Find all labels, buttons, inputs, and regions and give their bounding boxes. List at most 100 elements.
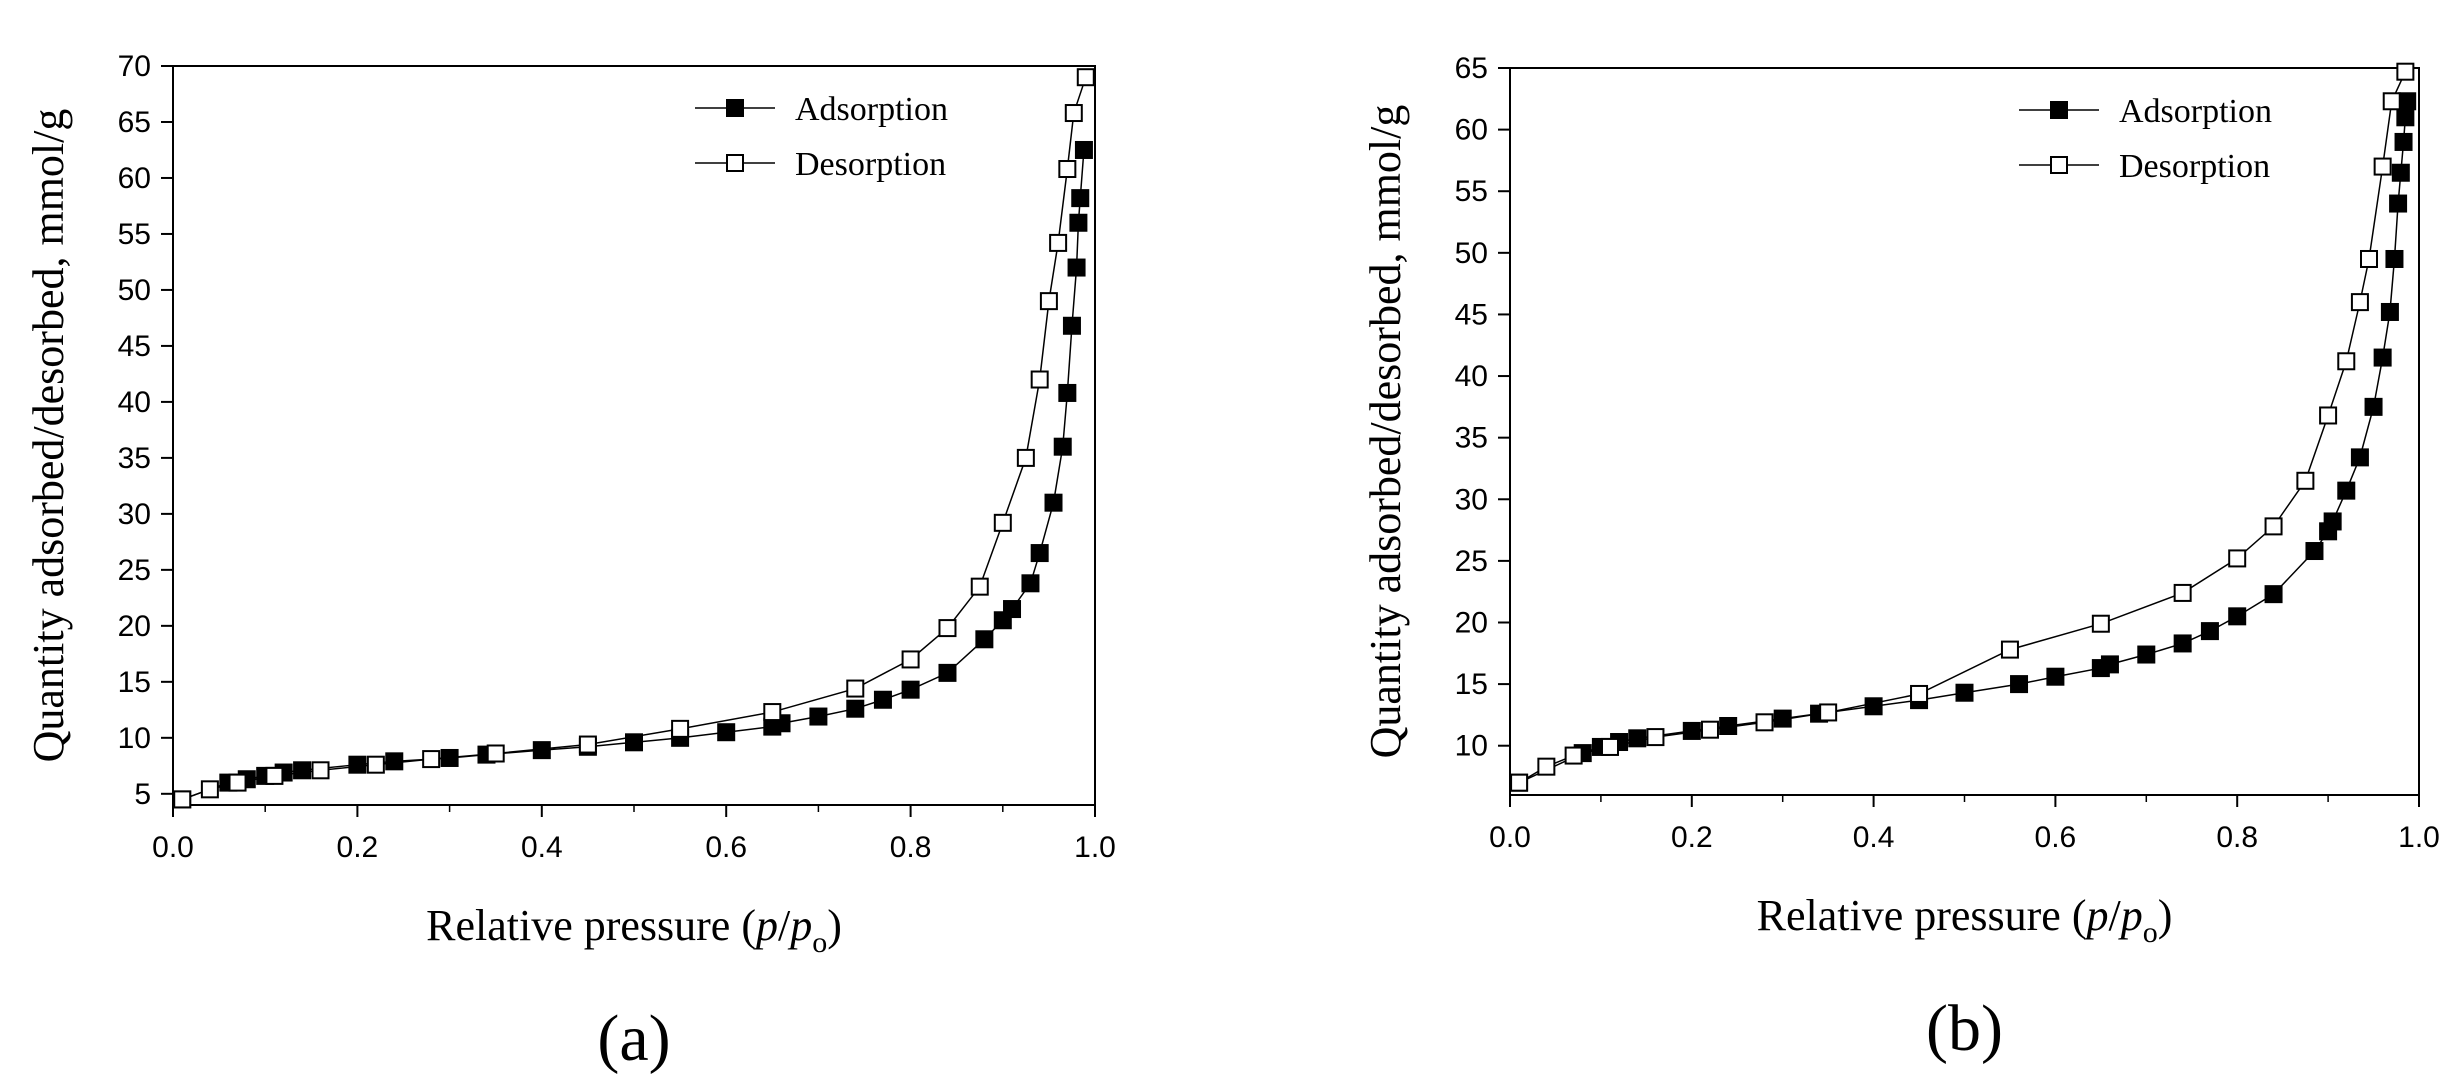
adsorption-data-point (2323, 512, 2342, 531)
adsorption-data-point (293, 761, 312, 780)
y-tick-label: 50 (1455, 237, 1488, 270)
x-tick-label: 0.6 (705, 831, 747, 864)
adsorption-data-point (2398, 92, 2417, 111)
desorption-data-point (938, 619, 957, 638)
x-tick-label: 0.6 (2035, 821, 2077, 854)
desorption-data-point (1510, 773, 1529, 792)
chart-panel-b: 0.0 0.2 0.4 0.6 0.8 1.0 10 15 20 25 30 35 40 45 50 55 60… (1230, 0, 2460, 1076)
y-tick-label: 65 (1455, 52, 1488, 85)
x-tick-label: 0.2 (337, 831, 379, 864)
desorption-data-point (486, 744, 505, 763)
panel-label: (a) (597, 1002, 670, 1075)
y-tick-label: 10 (1455, 730, 1488, 763)
y-axis-title: Quantity adsorbed/desorbed, mmol/g (24, 109, 73, 763)
desorption-series-line (1518, 71, 2407, 784)
chart-panel-a: 0.0 0.2 0.4 0.6 0.8 1.0 5 10 15 20 25 30 35 40 45 50 55 6… (24, 50, 1116, 1075)
desorption-data-point (1700, 720, 1719, 739)
adsorption-data-point (975, 630, 994, 649)
x-axis-title-part: p (753, 901, 778, 950)
x-axis-title-part: o (2143, 916, 2158, 949)
adsorption-data-point (2228, 607, 2247, 626)
adsorption-data-point (2046, 667, 2065, 686)
adsorption-data-point (1864, 697, 1883, 716)
desorption-data-point (1058, 160, 1077, 179)
x-axis-title-part: p (2083, 891, 2108, 940)
y-tick-label: 55 (118, 218, 151, 251)
desorption-data-point (422, 750, 441, 769)
desorption-data-point (2264, 517, 2283, 536)
adsorption-data-point (1628, 729, 1647, 748)
adsorption-data-point (348, 755, 367, 774)
adsorption-data-point (2396, 108, 2415, 127)
desorption-data-point (173, 790, 192, 809)
adsorption-data-point (1003, 600, 1022, 619)
desorption-data-point (671, 719, 690, 738)
desorption-data-point (265, 766, 284, 785)
desorption-data-point (2350, 293, 2369, 312)
y-tick-label: 30 (118, 498, 151, 531)
y-tick-label: 60 (1455, 114, 1488, 147)
legend-label: Desorption (2119, 148, 2270, 185)
x-axis-title-part: Relative pressure ( (426, 901, 756, 950)
adsorption-data-point (1067, 258, 1086, 277)
desorption-data-point (2296, 471, 2315, 490)
adsorption-data-point (2337, 481, 2356, 500)
desorption-data-point (1646, 728, 1665, 747)
y-tick-label: 40 (1455, 360, 1488, 393)
desorption-data-point (311, 761, 330, 780)
adsorption-series-line (1518, 101, 2408, 784)
panel-label: (b) (1926, 992, 2003, 1065)
adsorption-data-point (717, 723, 736, 742)
y-tick-label: 25 (118, 554, 151, 587)
plot-area-frame (172, 65, 1096, 806)
desorption-data-point (2373, 157, 2392, 176)
desorption-data-point (846, 679, 865, 698)
y-tick-label: 20 (1455, 606, 1488, 639)
desorption-data-point (1049, 233, 1068, 252)
desorption-data-point (2228, 549, 2247, 568)
desorption-data-point (2319, 406, 2338, 425)
desorption-data-point (1016, 448, 1035, 467)
desorption-data-point (2382, 92, 2401, 111)
desorption-data-point (1755, 713, 1774, 732)
adsorption-data-point (1053, 437, 1072, 456)
legend-label: Desorption (795, 146, 946, 183)
x-tick-label: 0.8 (890, 831, 932, 864)
y-tick-label: 35 (1455, 422, 1488, 455)
y-tick-label: 65 (118, 106, 151, 139)
y-tick-label: 5 (134, 778, 151, 811)
y-tick-label: 45 (118, 330, 151, 363)
y-axis-title: Quantity adsorbed/desorbed, mmol/g (1361, 105, 1410, 759)
desorption-data-point (366, 755, 385, 774)
x-tick-label: 0.2 (1671, 821, 1713, 854)
adsorption-data-point (938, 663, 957, 682)
desorption-legend-marker (2050, 156, 2068, 174)
x-tick-label: 0.4 (521, 831, 563, 864)
desorption-data-point (1076, 68, 1095, 87)
adsorption-data-point (2364, 397, 2383, 416)
x-axis-title-part: / (778, 901, 791, 950)
y-tick-label: 45 (1455, 298, 1488, 331)
adsorption-data-point (2389, 194, 2408, 213)
desorption-data-point (1537, 757, 1556, 776)
adsorption-data-point (2373, 348, 2392, 367)
x-axis-title: Relative pressure (p/po) (1757, 891, 2173, 949)
adsorption-data-point (2100, 655, 2119, 674)
desorption-data-point (2000, 640, 2019, 659)
adsorption-data-point (1074, 140, 1093, 159)
adsorption-data-point (2350, 448, 2369, 467)
adsorption-data-point (873, 690, 892, 709)
adsorption-data-point (2264, 585, 2283, 604)
adsorption-data-point (2391, 163, 2410, 182)
adsorption-data-point (2200, 622, 2219, 641)
desorption-data-point (2360, 249, 2379, 268)
adsorption-data-point (1069, 213, 1088, 232)
adsorption-data-point (1955, 683, 1974, 702)
adsorption-data-point (2394, 132, 2413, 151)
desorption-data-point (970, 577, 989, 596)
adsorption-isotherm-chart-b: 0.0 0.2 0.4 0.6 0.8 1.0 10 15 20 25 30 35 40 45 50 55 60… (1361, 52, 2440, 1065)
desorption-data-point (901, 650, 920, 669)
adsorption-data-point (901, 680, 920, 699)
desorption-data-point (2337, 352, 2356, 371)
desorption-data-point (993, 513, 1012, 532)
